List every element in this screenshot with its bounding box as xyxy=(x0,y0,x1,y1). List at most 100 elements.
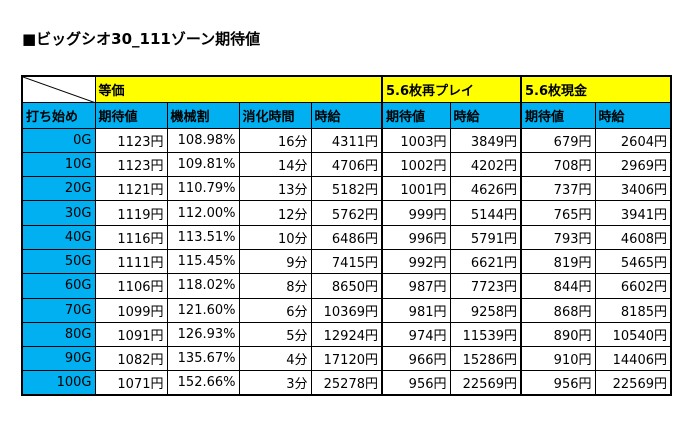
column-header: 期待値 xyxy=(94,101,168,129)
cell: 1123円 xyxy=(94,127,168,153)
column-header: 時給 xyxy=(449,101,522,129)
cell: 844円 xyxy=(520,273,596,299)
cell: 13分 xyxy=(238,176,312,202)
cell: 1106円 xyxy=(94,273,168,299)
cell: 4分 xyxy=(238,346,312,372)
cell: 152.66% xyxy=(166,370,240,396)
cell: 14分 xyxy=(238,151,312,178)
cell: 109.81% xyxy=(166,151,240,178)
cell: 1119円 xyxy=(94,200,168,226)
cell: 108.98% xyxy=(166,127,240,153)
column-header: 打ち始め xyxy=(21,101,96,129)
cell: 6621円 xyxy=(449,248,522,275)
corner-cell xyxy=(21,75,96,103)
data-row: 10G 1123円 109.81% 14分 4706円 1002円 4202円 708円 296… xyxy=(21,151,672,178)
row-label: 50G xyxy=(21,248,96,275)
cell: 22569円 xyxy=(594,370,672,396)
row-label: 100G xyxy=(21,370,96,396)
cell: 8650円 xyxy=(310,273,383,299)
cell: 999円 xyxy=(381,200,451,226)
cell: 1111円 xyxy=(94,248,168,275)
data-row: 60G 1106円 118.02% 8分 8650円 987円 7723円 844円 6602円 xyxy=(21,273,672,299)
data-row: 90G 1082円 135.67% 4分 17120円 966円 15286円 910円 144… xyxy=(21,346,672,372)
data-row: 70G 1099円 121.60% 6分 10369円 981円 9258円 868円 8185… xyxy=(21,297,672,323)
column-header: 期待値 xyxy=(520,101,596,129)
cell: 3分 xyxy=(238,370,312,396)
cell: 7415円 xyxy=(310,248,383,275)
cell: 6分 xyxy=(238,297,312,323)
cell: 135.67% xyxy=(166,346,240,372)
cell: 5144円 xyxy=(449,200,522,226)
cell: 5791円 xyxy=(449,224,522,250)
cell: 12924円 xyxy=(310,321,383,348)
cell: 121.60% xyxy=(166,297,240,323)
row-label: 70G xyxy=(21,297,96,323)
row-label: 60G xyxy=(21,273,96,299)
cell: 3406円 xyxy=(594,176,672,202)
cell: 679円 xyxy=(520,127,596,153)
cell: 819円 xyxy=(520,248,596,275)
cell: 793円 xyxy=(520,224,596,250)
row-label: 10G xyxy=(21,151,96,178)
cell: 10369円 xyxy=(310,297,383,323)
row-label: 90G xyxy=(21,346,96,372)
cell: 6486円 xyxy=(310,224,383,250)
cell: 126.93% xyxy=(166,321,240,348)
cell: 981円 xyxy=(381,297,451,323)
cell: 992円 xyxy=(381,248,451,275)
cell: 956円 xyxy=(520,370,596,396)
data-row: 0G 1123円 108.98% 16分 4311円 1003円 3849円 679円 2604… xyxy=(21,127,672,153)
cell: 974円 xyxy=(381,321,451,348)
cell: 987円 xyxy=(381,273,451,299)
cell: 110.79% xyxy=(166,176,240,202)
cell: 10分 xyxy=(238,224,312,250)
cell: 5分 xyxy=(238,321,312,348)
cell: 112.00% xyxy=(166,200,240,226)
cell: 5182円 xyxy=(310,176,383,202)
cell: 12分 xyxy=(238,200,312,226)
cell: 3849円 xyxy=(449,127,522,153)
cell: 11539円 xyxy=(449,321,522,348)
cell: 10540円 xyxy=(594,321,672,348)
group-header: 5.6枚現金 xyxy=(520,75,672,103)
cell: 1082円 xyxy=(94,346,168,372)
cell: 118.02% xyxy=(166,273,240,299)
group-header-row: 等価 5.6枚再プレイ 5.6枚現金 xyxy=(21,75,672,103)
cell: 17120円 xyxy=(310,346,383,372)
cell: 737円 xyxy=(520,176,596,202)
cell: 1003円 xyxy=(381,127,451,153)
cell: 8分 xyxy=(238,273,312,299)
row-label: 40G xyxy=(21,224,96,250)
data-row: 50G 1111円 115.45% 9分 7415円 992円 6621円 819円 5465円 xyxy=(21,248,672,275)
cell: 868円 xyxy=(520,297,596,323)
cell: 1121円 xyxy=(94,176,168,202)
sheet-title: ■ビッグシオ30_111ゾーン期待値 xyxy=(22,30,261,48)
cell: 1001円 xyxy=(381,176,451,202)
corner-diagonal xyxy=(23,77,92,101)
cell: 7723円 xyxy=(449,273,522,299)
cell: 708円 xyxy=(520,151,596,178)
cell: 765円 xyxy=(520,200,596,226)
column-header-row: 打ち始め 期待値 機械割 消化時間 時給 期待値 時給 期待値 時給 xyxy=(21,101,672,129)
cell: 1099円 xyxy=(94,297,168,323)
cell: 1116円 xyxy=(94,224,168,250)
group-header: 等価 xyxy=(94,75,383,103)
column-header: 時給 xyxy=(310,101,383,129)
cell: 4626円 xyxy=(449,176,522,202)
cell: 9258円 xyxy=(449,297,522,323)
cell: 956円 xyxy=(381,370,451,396)
cell: 22569円 xyxy=(449,370,522,396)
row-label: 0G xyxy=(21,127,96,153)
cell: 4608円 xyxy=(594,224,672,250)
cell: 3941円 xyxy=(594,200,672,226)
column-header: 機械割 xyxy=(166,101,240,129)
column-header: 時給 xyxy=(594,101,672,129)
cell: 6602円 xyxy=(594,273,672,299)
column-header: 期待値 xyxy=(381,101,451,129)
data-table: 等価 5.6枚再プレイ 5.6枚現金 打ち始め 期待値 機械割 消化時間 時給 期待値 時給… xyxy=(21,75,672,397)
cell: 115.45% xyxy=(166,248,240,275)
cell: 2604円 xyxy=(594,127,672,153)
cell: 9分 xyxy=(238,248,312,275)
cell: 14406円 xyxy=(594,346,672,372)
